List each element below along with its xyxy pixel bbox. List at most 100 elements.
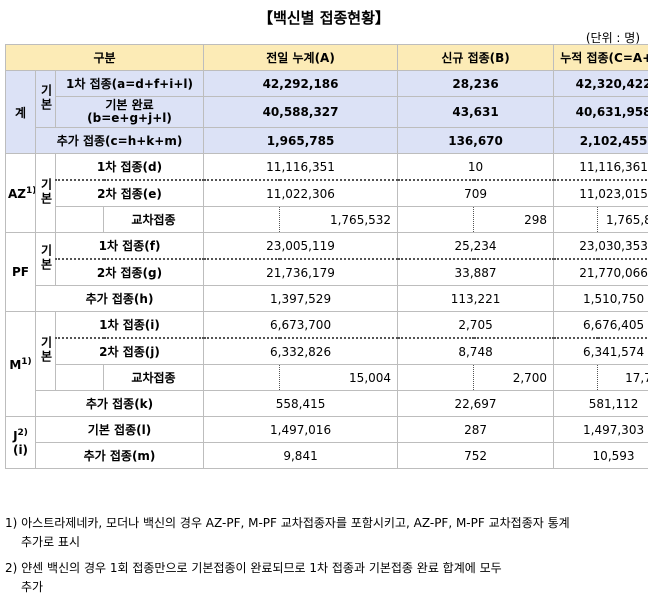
m-booster-label: 추가 접종(k): [34, 390, 205, 417]
unit-label: (단위 : 명): [585, 31, 640, 45]
m-cross-label: 교차접종: [102, 364, 205, 391]
footnote-1-line-1: 1) 아스트라제네카, 모더나 백신의 경우 AZ-PF, M-PF 교차접종자…: [5, 516, 570, 530]
m-basic-label: 기본: [35, 311, 56, 391]
m-first-new: 2,705: [397, 311, 555, 339]
az-second-cum: 11,023,015: [553, 179, 648, 207]
m-first-label: 1차 접종(i): [54, 311, 205, 339]
table-row: 추가 접종(m) 9,841 752 10,593: [6, 442, 648, 469]
pf-second-label: 2차 접종(g): [54, 258, 205, 286]
m-cross-gap-prev: [203, 364, 280, 391]
page-title: 【백신별 접종현황】: [258, 9, 390, 27]
total-complete-label: 기본 완료 (b=e+g+j+l): [54, 96, 205, 128]
table-row: 계 기본 1차 접종(a=d+f+i+l) 42,292,186 28,236 …: [5, 70, 648, 154]
az-first-cum: 11,116,361: [553, 153, 648, 181]
m-label: M1): [5, 311, 36, 417]
table-row: 기본 완료 (b=e+g+j+l) 40,588,327 43,631 40,63…: [6, 96, 648, 128]
pf-booster-new: 113,221: [397, 285, 555, 312]
footnote-1-line-2: 추가로 표시: [21, 535, 81, 549]
m-second-cum: 6,341,574: [553, 337, 648, 365]
pf-first-label: 1차 접종(f): [54, 232, 205, 260]
j-booster-label: 추가 접종(m): [34, 442, 205, 469]
az-second-new: 709: [397, 179, 555, 207]
m-first-cum: 6,676,405: [553, 311, 648, 339]
m-cross-gap-new: [397, 364, 474, 391]
table-row: 2차 접종(j) 6,332,826 8,748 6,341,574: [6, 337, 648, 365]
az-cross-gap-cum: [553, 206, 598, 233]
table-row: 교차접종 1,765,532 298 1,765,830: [6, 206, 648, 233]
table-row: 추가 접종(h) 1,397,529 113,221 1,510,750: [6, 285, 648, 312]
pf-basic-label: 기본: [35, 232, 56, 286]
total-first-new: 28,236: [397, 70, 555, 97]
pf-second-prev: 21,736,179: [203, 258, 399, 286]
j-booster-prev: 9,841: [203, 442, 399, 469]
j-basic-prev: 1,497,016: [203, 416, 399, 443]
table-row: 교차접종 15,004 2,700 17,704: [6, 364, 648, 391]
m-booster-cum: 581,112: [553, 390, 648, 417]
table-row: PF 기본 1차 접종(f) 23,005,119 25,234 23,030,…: [5, 232, 648, 312]
table-row: 2차 접종(g) 21,736,179 33,887 21,770,066: [6, 258, 648, 286]
m-booster-prev: 558,415: [203, 390, 399, 417]
total-basic-label: 기본: [35, 70, 56, 128]
total-first-cum: 42,320,422: [553, 70, 648, 97]
m-cross-new: 2,700: [473, 364, 555, 391]
m-first-prev: 6,673,700: [203, 311, 399, 339]
total-label: 계: [5, 70, 36, 154]
j-label: J2) (i): [5, 416, 36, 469]
az-cross-label: 교차접종: [102, 206, 205, 233]
pf-second-new: 33,887: [397, 258, 555, 286]
total-complete-prev: 40,588,327: [203, 96, 399, 128]
footnote-2-line-1: 2) 얀센 백신의 경우 1회 접종만으로 기본접종이 완료되므로 1차 접종과…: [5, 561, 502, 575]
m-booster-new: 22,697: [397, 390, 555, 417]
az-cross-gap-prev: [203, 206, 280, 233]
table-row: 추가 접종(c=h+k+m) 1,965,785 136,670 2,102,4…: [6, 127, 648, 154]
az-first-prev: 11,116,351: [203, 153, 399, 181]
pf-first-new: 25,234: [397, 232, 555, 260]
az-second-label: 2차 접종(e): [54, 179, 205, 207]
total-complete-new: 43,631: [397, 96, 555, 128]
header-prev: 전일 누계(A): [203, 44, 399, 71]
m-second-new: 8,748: [397, 337, 555, 365]
m-cross-spacer: [55, 364, 104, 391]
m-second-prev: 6,332,826: [203, 337, 399, 365]
total-first-label: 1차 접종(a=d+f+i+l): [54, 70, 205, 97]
pf-booster-prev: 1,397,529: [203, 285, 399, 312]
m-second-label: 2차 접종(j): [54, 337, 205, 365]
pf-first-prev: 23,005,119: [203, 232, 399, 260]
az-label: AZ1): [5, 153, 36, 233]
az-cross-spacer: [55, 206, 104, 233]
header-cum: 누적 접종(C=A+B): [553, 44, 648, 71]
footnote-1: 1) 아스트라제네카, 모더나 백신의 경우 AZ-PF, M-PF 교차접종자…: [5, 514, 645, 552]
az-cross-prev: 1,765,532: [279, 206, 399, 233]
table-row: 2차 접종(e) 11,022,306 709 11,023,015: [6, 179, 648, 207]
j-booster-cum: 10,593: [553, 442, 648, 469]
az-first-label: 1차 접종(d): [54, 153, 205, 181]
m-cross-cum: 17,704: [597, 364, 648, 391]
total-booster-label: 추가 접종(c=h+k+m): [34, 127, 205, 154]
pf-label: PF: [5, 232, 36, 312]
pf-first-cum: 23,030,353: [553, 232, 648, 260]
table-row: AZ1) 기본 1차 접종(d) 11,116,351 10 11,116,36…: [5, 153, 648, 233]
total-first-prev: 42,292,186: [203, 70, 399, 97]
total-complete-cum: 40,631,958: [553, 96, 648, 128]
total-booster-new: 136,670: [397, 127, 555, 154]
j-booster-new: 752: [397, 442, 555, 469]
table-row: J2) (i) 기본 접종(l) 1,497,016 287 1,497,303: [5, 416, 648, 469]
j-basic-new: 287: [397, 416, 555, 443]
az-cross-cum: 1,765,830: [597, 206, 648, 233]
header-new: 신규 접종(B): [397, 44, 555, 71]
pf-booster-cum: 1,510,750: [553, 285, 648, 312]
header-row: 구분 전일 누계(A) 신규 접종(B) 누적 접종(C=A+B): [4, 44, 648, 71]
m-cross-gap-cum: [553, 364, 598, 391]
total-booster-prev: 1,965,785: [203, 127, 399, 154]
header-category: 구분: [4, 44, 205, 71]
az-cross-new: 298: [473, 206, 555, 233]
vaccination-table: 구분 전일 누계(A) 신규 접종(B) 누적 접종(C=A+B) 계 기본 1…: [4, 44, 648, 469]
az-first-new: 10: [397, 153, 555, 181]
m-cross-prev: 15,004: [279, 364, 399, 391]
az-cross-gap-new: [397, 206, 474, 233]
total-booster-cum: 2,102,455: [553, 127, 648, 154]
az-basic-label: 기본: [35, 153, 56, 233]
table-row: M1) 기본 1차 접종(i) 6,673,700 2,705 6,676,40…: [5, 311, 648, 417]
table-row: 추가 접종(k) 558,415 22,697 581,112: [6, 390, 648, 417]
j-basic-cum: 1,497,303: [553, 416, 648, 443]
